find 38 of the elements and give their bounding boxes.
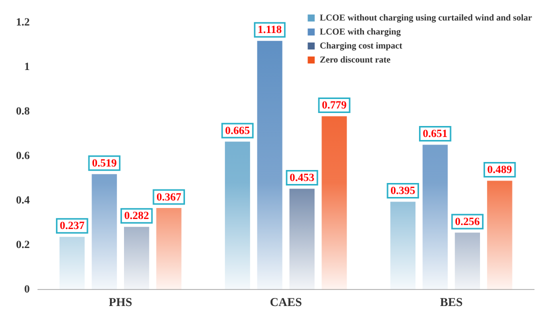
data-label: 0.489 bbox=[487, 164, 513, 176]
bar bbox=[156, 208, 182, 290]
data-label: 0.665 bbox=[225, 124, 250, 137]
data-label: 1.118 bbox=[258, 24, 282, 36]
legend-label: LCOE with charging bbox=[320, 26, 402, 36]
y-tick-label: 0.6 bbox=[16, 150, 30, 162]
bar bbox=[59, 236, 85, 290]
x-tick-label: CAES bbox=[270, 294, 302, 309]
y-tick-label: 0.8 bbox=[16, 105, 30, 118]
legend-label: Zero discount rate bbox=[320, 54, 391, 64]
bar bbox=[289, 188, 315, 290]
y-tick-label: 0 bbox=[24, 283, 30, 296]
bar bbox=[454, 232, 480, 290]
y-tick-label: 1.2 bbox=[16, 16, 30, 28]
x-tick-label: PHS bbox=[108, 294, 132, 309]
bar bbox=[390, 202, 416, 290]
data-label: 0.519 bbox=[92, 157, 118, 170]
data-label: 0.395 bbox=[390, 185, 416, 198]
data-label: 0.237 bbox=[60, 220, 85, 232]
data-label: 0.779 bbox=[322, 100, 348, 112]
bar bbox=[224, 142, 250, 290]
bar bbox=[322, 116, 347, 290]
y-tick-label: 1 bbox=[24, 60, 30, 73]
legend-label: LCOE without charging using curtailed wind and solar bbox=[320, 12, 532, 22]
y-tick-label: 0.2 bbox=[16, 238, 30, 251]
bar bbox=[422, 144, 448, 290]
data-label: 0.453 bbox=[290, 172, 315, 184]
bar bbox=[92, 174, 117, 290]
y-tick-label: 0.4 bbox=[16, 194, 30, 206]
bar bbox=[124, 226, 150, 290]
x-tick-label: BES bbox=[440, 294, 463, 309]
bar bbox=[257, 40, 282, 290]
data-label: 0.256 bbox=[455, 216, 480, 228]
legend-label: Charging cost impact bbox=[320, 40, 402, 50]
data-label: 0.651 bbox=[422, 128, 448, 140]
bar bbox=[487, 180, 512, 290]
data-label: 0.367 bbox=[156, 191, 182, 204]
data-label: 0.282 bbox=[124, 210, 150, 222]
